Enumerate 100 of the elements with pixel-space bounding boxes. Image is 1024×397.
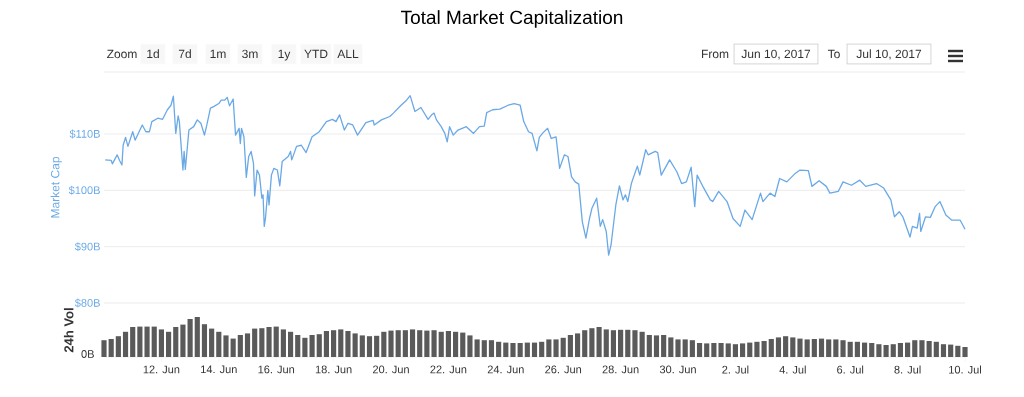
bar <box>582 330 588 357</box>
bar <box>302 337 308 357</box>
bar <box>790 337 796 357</box>
bar <box>445 331 451 357</box>
bar <box>818 338 825 357</box>
x-tick-label: 6. Jul <box>837 365 864 374</box>
bar <box>646 335 652 357</box>
bar <box>194 317 200 357</box>
text: 0B <box>81 350 94 358</box>
bar <box>711 343 717 357</box>
bar <box>610 330 617 357</box>
bar <box>431 330 437 357</box>
bar <box>948 344 954 357</box>
bar <box>151 326 157 357</box>
bar <box>345 331 351 357</box>
text: 1m <box>210 49 226 58</box>
text: From <box>702 49 729 59</box>
bar <box>166 331 172 357</box>
bar <box>388 330 394 357</box>
x-tick-label: 2. Jul <box>722 365 749 374</box>
bar <box>402 330 408 357</box>
bar <box>854 341 860 357</box>
text: YTD <box>304 49 328 58</box>
bar <box>122 331 129 357</box>
x-tick-label: 4. Jul <box>779 365 806 374</box>
bar <box>374 335 380 357</box>
bar <box>539 341 545 357</box>
bar <box>216 331 222 357</box>
bar <box>861 342 868 357</box>
x-tick-label: 12. Jun <box>143 365 180 374</box>
bar <box>438 331 444 357</box>
bar <box>668 337 674 357</box>
bar <box>826 339 832 357</box>
bar <box>381 331 387 357</box>
bar <box>603 329 609 357</box>
bar <box>259 328 265 357</box>
bar <box>912 340 918 357</box>
x-tick-label: 14. Jun <box>201 365 237 374</box>
bar <box>553 339 559 357</box>
bar <box>180 324 186 357</box>
bar <box>101 340 107 357</box>
bar <box>137 326 143 357</box>
bar <box>409 329 416 357</box>
x-tick-label: 20. Jun <box>373 365 409 374</box>
bar <box>560 337 566 357</box>
bar <box>130 327 136 357</box>
bar <box>740 343 746 357</box>
bar <box>144 326 150 357</box>
x-tick-label: 16. Jun <box>258 365 295 374</box>
chart-title: Total Market Capitalization <box>401 10 623 28</box>
bar <box>309 335 315 357</box>
bar <box>905 342 911 357</box>
text: 3m <box>242 49 258 59</box>
bar <box>897 343 904 357</box>
bar <box>331 330 337 357</box>
bar <box>682 339 688 357</box>
text: 1y <box>278 49 291 61</box>
bar <box>209 328 215 357</box>
bar <box>926 341 932 357</box>
y-tick-label: $100B <box>68 185 100 195</box>
bar <box>467 335 473 357</box>
bar <box>496 341 502 357</box>
bar <box>252 328 258 357</box>
bar <box>424 330 430 357</box>
y-tick-label: $80B <box>74 298 100 308</box>
x-tick-label: 8. Jul <box>894 365 921 374</box>
bar <box>524 342 530 357</box>
bar <box>510 343 516 357</box>
bar <box>754 341 760 357</box>
bar <box>223 335 229 357</box>
bar <box>962 347 968 357</box>
bar <box>689 340 695 357</box>
bar <box>840 340 846 357</box>
bar <box>883 345 889 357</box>
bar <box>517 343 523 357</box>
bar <box>940 344 947 357</box>
bar <box>718 343 724 357</box>
bar <box>639 331 645 357</box>
x-tick-label: 28. Jun <box>602 365 639 374</box>
bar <box>890 344 896 357</box>
bar <box>869 343 875 357</box>
text: 1d <box>147 49 159 59</box>
bar <box>632 330 638 357</box>
bar <box>352 333 358 357</box>
bar <box>955 345 961 357</box>
bar <box>618 329 624 357</box>
bar <box>230 338 236 357</box>
bar <box>295 335 301 357</box>
bar <box>481 340 487 357</box>
bar <box>503 342 509 357</box>
x-tick-label: 24. Jun <box>487 365 524 374</box>
bar <box>725 343 731 357</box>
bar <box>732 344 738 357</box>
text: 7d <box>178 49 191 59</box>
bar <box>653 335 660 357</box>
bar <box>460 332 466 357</box>
x-tick-label: 18. Jun <box>315 365 352 374</box>
bar <box>316 334 322 357</box>
bar <box>797 338 803 357</box>
y-axis-title: 24h Vol <box>63 308 74 353</box>
